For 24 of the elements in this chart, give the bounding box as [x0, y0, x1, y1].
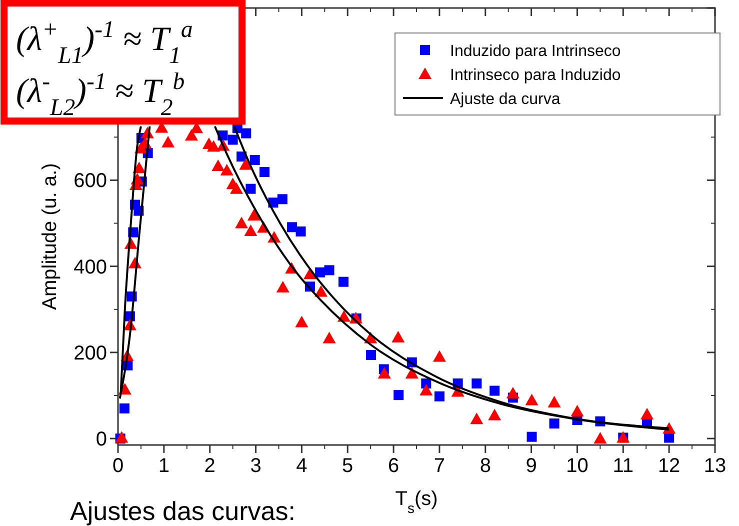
x-tick-label: 3 [250, 455, 262, 477]
text: Ajustes das curvas: [70, 496, 296, 526]
legend-label: Ajuste da curva [450, 91, 560, 108]
x-tick-label: 13 [704, 455, 726, 477]
x-tick-label: 6 [388, 455, 400, 477]
x-tick-label: 8 [480, 455, 491, 477]
y-tick-label: 0 [96, 428, 107, 451]
x-tick-label: 11 [612, 455, 634, 477]
x-tick-label: 7 [434, 455, 446, 477]
legend-label: Intrinseco para Induzido [450, 67, 621, 84]
y-tick-label: 200 [74, 342, 107, 364]
x-tick-label: 9 [526, 455, 537, 477]
y-tick-label: 400 [74, 256, 107, 278]
x-tick-label: 12 [658, 455, 680, 477]
x-tick-label: 1 [158, 455, 170, 477]
x-tick-label: 0 [112, 455, 124, 477]
x-tick-label: 10 [566, 455, 588, 477]
y-axis-title: Amplitude (u. a.) [39, 163, 61, 310]
x-tick-label: 5 [342, 455, 354, 477]
y-tick-label: 600 [74, 170, 107, 192]
x-tick-label: 4 [296, 455, 308, 477]
x-tick-label: 2 [204, 455, 216, 477]
x-axis-title: T$_{s}$(s) [395, 488, 438, 516]
legend-label: Induzido para Intrinseco [450, 43, 621, 60]
